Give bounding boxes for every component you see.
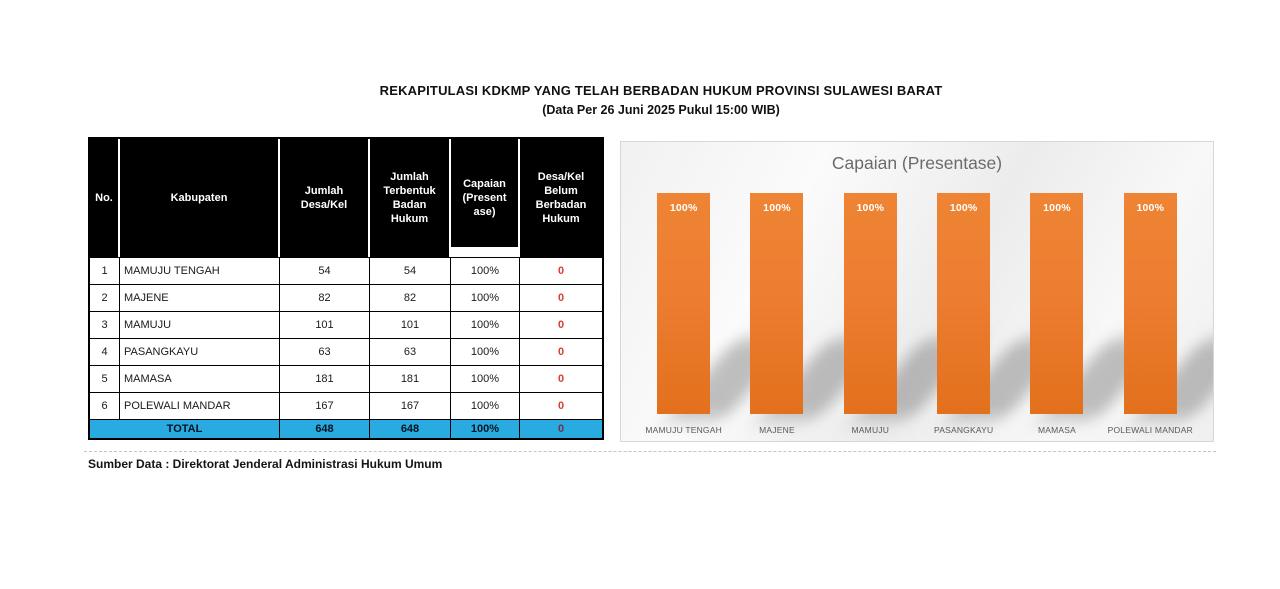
- cell-jumlah-desa-kel: 82: [280, 284, 370, 311]
- cell-belum: 0: [520, 284, 602, 311]
- bar-value-label: 100%: [856, 202, 885, 214]
- cell-no: 3: [90, 311, 120, 338]
- category-label: POLEWALI MANDAR: [1107, 425, 1193, 435]
- category-label: MAMUJU: [851, 425, 890, 435]
- table-body: 1 MAMUJU TENGAH 54 54 100% 0 2 MAJENE 82 82 100% 0 3…: [90, 257, 602, 419]
- bar-value-label: 100%: [1043, 202, 1071, 214]
- source-note: Sumber Data : Direktorat Jenderal Admini…: [88, 457, 443, 471]
- total-capaian: 100%: [451, 419, 520, 438]
- cell-belum: 0: [520, 257, 602, 284]
- total-jumlah-desa-kel: 648: [280, 419, 370, 438]
- cell-no: 4: [90, 338, 120, 365]
- chart-plot-area: 100% 100% 100% 100% 100% 100%: [637, 193, 1213, 420]
- cell-capaian: 100%: [451, 365, 520, 392]
- table-row: 5 MAMASA 181 181 100% 0: [90, 365, 602, 392]
- table-row: 3 MAMUJU 101 101 100% 0: [90, 311, 602, 338]
- category-label: MAMASA: [1037, 425, 1076, 435]
- cell-capaian: 100%: [451, 338, 520, 365]
- bar-value-label: 100%: [763, 202, 791, 214]
- report-subtitle: (Data Per 26 Juni 2025 Pukul 15:00 WIB): [542, 103, 780, 117]
- bar-slot: 100%: [917, 193, 1074, 420]
- cell-kabupaten: MAMUJU: [120, 311, 280, 338]
- cell-capaian: 100%: [451, 392, 520, 419]
- cell-jumlah-desa-kel: 54: [280, 257, 370, 284]
- bar-value-label: 100%: [669, 202, 698, 214]
- category-label: PASANGKAYU: [933, 425, 994, 435]
- category-label: MAJENE: [759, 425, 795, 435]
- cell-jumlah-terbentuk: 63: [370, 338, 451, 365]
- cell-kabupaten: POLEWALI MANDAR: [120, 392, 280, 419]
- title-block: REKAPITULASI KDKMP YANG TELAH BERBADAN H…: [42, 83, 1280, 117]
- cell-jumlah-desa-kel: 63: [280, 338, 370, 365]
- cell-jumlah-terbentuk: 181: [370, 365, 451, 392]
- cell-jumlah-desa-kel: 101: [280, 311, 370, 338]
- header-jumlah-terbentuk: Jumlah Terbentuk Badan Hukum: [370, 139, 451, 257]
- header-capaian: Capaian (Present ase): [451, 139, 520, 257]
- cell-belum: 0: [520, 311, 602, 338]
- header-no: No.: [90, 139, 120, 257]
- cell-capaian: 100%: [451, 284, 520, 311]
- cell-jumlah-terbentuk: 54: [370, 257, 451, 284]
- table-row: 4 PASANGKAYU 63 63 100% 0: [90, 338, 602, 365]
- bar-mamuju-tengah: 100%: [657, 193, 711, 414]
- table-row: 1 MAMUJU TENGAH 54 54 100% 0: [90, 257, 602, 284]
- header-jumlah-desa-kel: Jumlah Desa/Kel: [280, 139, 370, 257]
- bar-slot: 100%: [637, 193, 794, 420]
- cell-kabupaten: MAMASA: [120, 365, 280, 392]
- header-kabupaten: Kabupaten: [120, 139, 280, 257]
- cell-jumlah-terbentuk: 101: [370, 311, 451, 338]
- report-title: REKAPITULASI KDKMP YANG TELAH BERBADAN H…: [379, 83, 943, 98]
- cell-belum: 0: [520, 365, 602, 392]
- bar-mamasa: 100%: [1030, 193, 1084, 414]
- cell-no: 5: [90, 365, 120, 392]
- cell-kabupaten: MAJENE: [120, 284, 280, 311]
- table-footer: TOTAL 648 648 100% 0: [90, 419, 602, 438]
- cell-kabupaten: MAMUJU TENGAH: [120, 257, 280, 284]
- bar-slot: 100%: [824, 193, 981, 420]
- cell-no: 6: [90, 392, 120, 419]
- bar-slot: 100%: [1010, 193, 1168, 420]
- category-label: MAMUJU TENGAH: [645, 425, 722, 435]
- bar-pasangkayu: 100%: [937, 193, 991, 414]
- cell-kabupaten: PASANGKAYU: [120, 338, 280, 365]
- total-row: TOTAL 648 648 100% 0: [90, 419, 602, 438]
- capaian-bar-chart: Capaian (Presentase) 100% 100% 100% 100% 100…: [620, 141, 1214, 442]
- total-belum: 0: [520, 419, 602, 438]
- bar-polewali-mandar: 100%: [1123, 193, 1177, 414]
- bar-majene: 100%: [750, 193, 804, 414]
- recap-table: No. Kabupaten Jumlah Desa/Kel Jumlah Ter…: [88, 137, 604, 440]
- cell-jumlah-desa-kel: 181: [280, 365, 370, 392]
- cell-no: 2: [90, 284, 120, 311]
- cell-jumlah-terbentuk: 82: [370, 284, 451, 311]
- cell-belum: 0: [520, 338, 602, 365]
- cell-no: 1: [90, 257, 120, 284]
- chart-title: Capaian (Presentase): [831, 153, 1003, 173]
- table-header: No. Kabupaten Jumlah Desa/Kel Jumlah Ter…: [90, 139, 602, 257]
- cell-jumlah-terbentuk: 167: [370, 392, 451, 419]
- total-jumlah-terbentuk: 648: [370, 419, 451, 438]
- header-belum-berbadan: Desa/Kel Belum Berbadan Hukum: [520, 139, 602, 257]
- bar-value-label: 100%: [1136, 202, 1165, 214]
- cell-jumlah-desa-kel: 167: [280, 392, 370, 419]
- bar-mamuju: 100%: [843, 193, 897, 414]
- bar-slot: 100%: [1104, 193, 1213, 420]
- total-label: TOTAL: [90, 419, 280, 438]
- table-row: 6 POLEWALI MANDAR 167 167 100% 0: [90, 392, 602, 419]
- cell-capaian: 100%: [451, 311, 520, 338]
- cell-belum: 0: [520, 392, 602, 419]
- page-break-line: [84, 451, 1216, 452]
- cell-capaian: 100%: [451, 257, 520, 284]
- chart-category-axis: MAMUJU TENGAH MAJENE MAMUJU PASANGKAYU MAMAS…: [637, 425, 1197, 435]
- bar-value-label: 100%: [949, 202, 978, 214]
- bar-slot: 100%: [730, 193, 888, 420]
- table-row: 2 MAJENE 82 82 100% 0: [90, 284, 602, 311]
